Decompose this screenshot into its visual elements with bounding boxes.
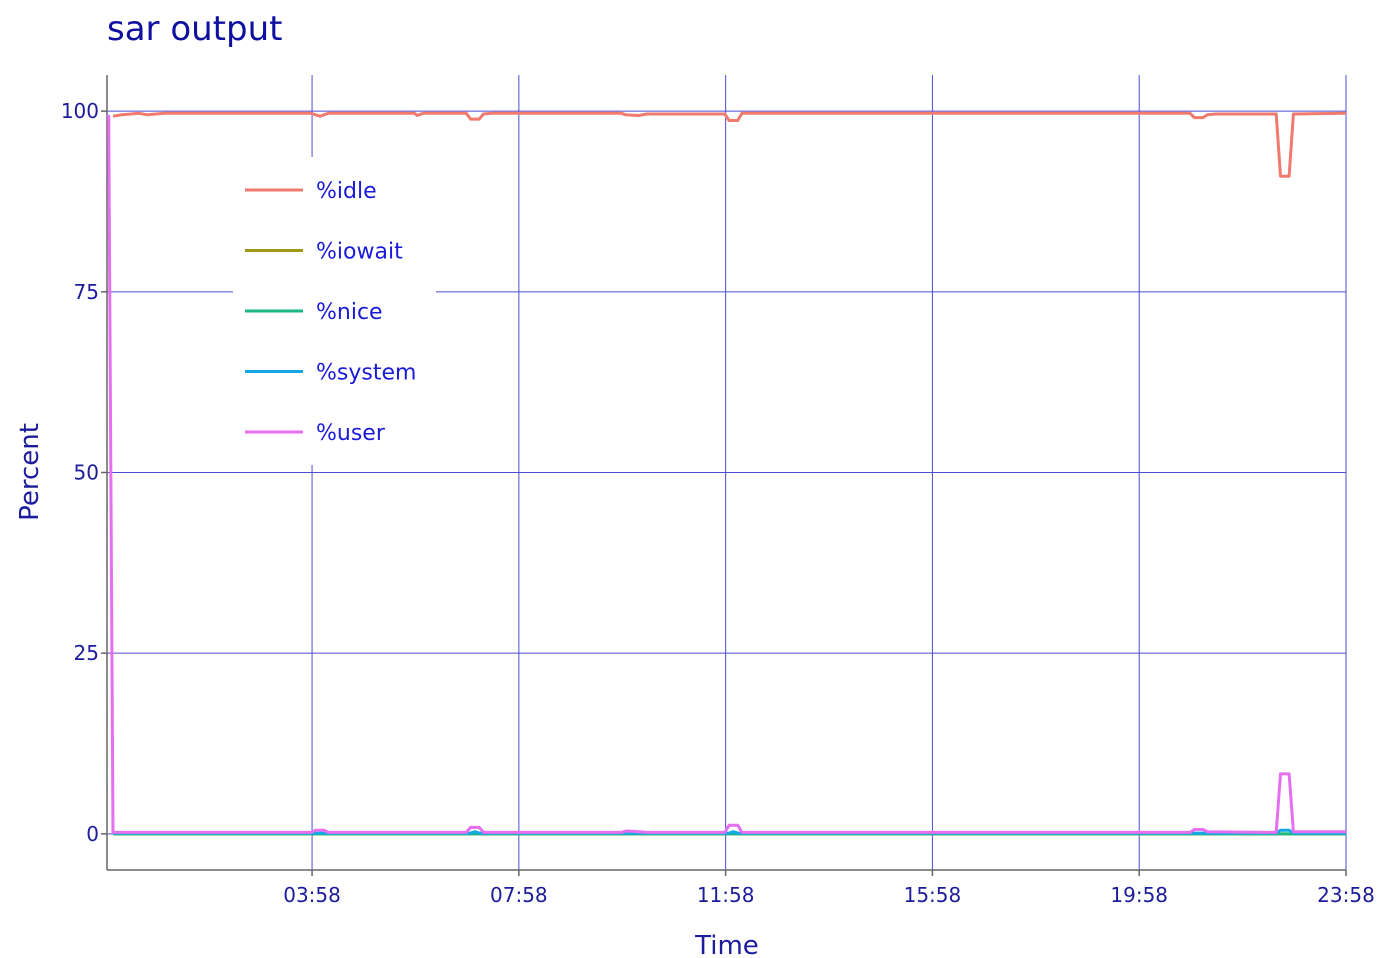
x-tick-label: 23:58 (1317, 883, 1375, 907)
x-tick-label: 15:58 (904, 883, 962, 907)
tick-labels: 0 25 50 75 100 03:58 07:58 11:58 15:58 19:58 23:58 (61, 99, 1375, 907)
axes (101, 75, 1347, 876)
y-tick-label: 100 (61, 99, 99, 123)
legend-label-nice: %nice (316, 300, 383, 325)
legend-label-iowait: %iowait (316, 240, 403, 265)
legend-label-idle: %idle (316, 179, 377, 204)
y-axis-title: Percent (15, 423, 45, 521)
y-tick-label: 0 (86, 822, 99, 846)
x-tick-label: 07:58 (490, 883, 548, 907)
x-tick-label: 19:58 (1110, 883, 1168, 907)
series-lines (107, 111, 1347, 836)
series-line-system (113, 828, 1346, 835)
legend-label-user: %user (316, 421, 386, 446)
y-tick-label: 50 (74, 461, 99, 485)
y-tick-label: 75 (74, 280, 99, 304)
x-tick-label: 03:58 (283, 883, 341, 907)
legend-label-system: %system (316, 361, 416, 386)
y-tick-label: 25 (74, 641, 99, 665)
x-tick-label: 11:58 (697, 883, 755, 907)
legend: %idle %iowait %nice %system %user (245, 179, 416, 446)
x-axis-title: Time (694, 931, 759, 958)
chart-title: sar output (107, 9, 282, 49)
series-line-idle (112, 111, 1347, 178)
series-line-user (107, 114, 1346, 834)
